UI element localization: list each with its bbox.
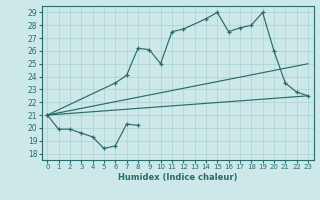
X-axis label: Humidex (Indice chaleur): Humidex (Indice chaleur) xyxy=(118,173,237,182)
